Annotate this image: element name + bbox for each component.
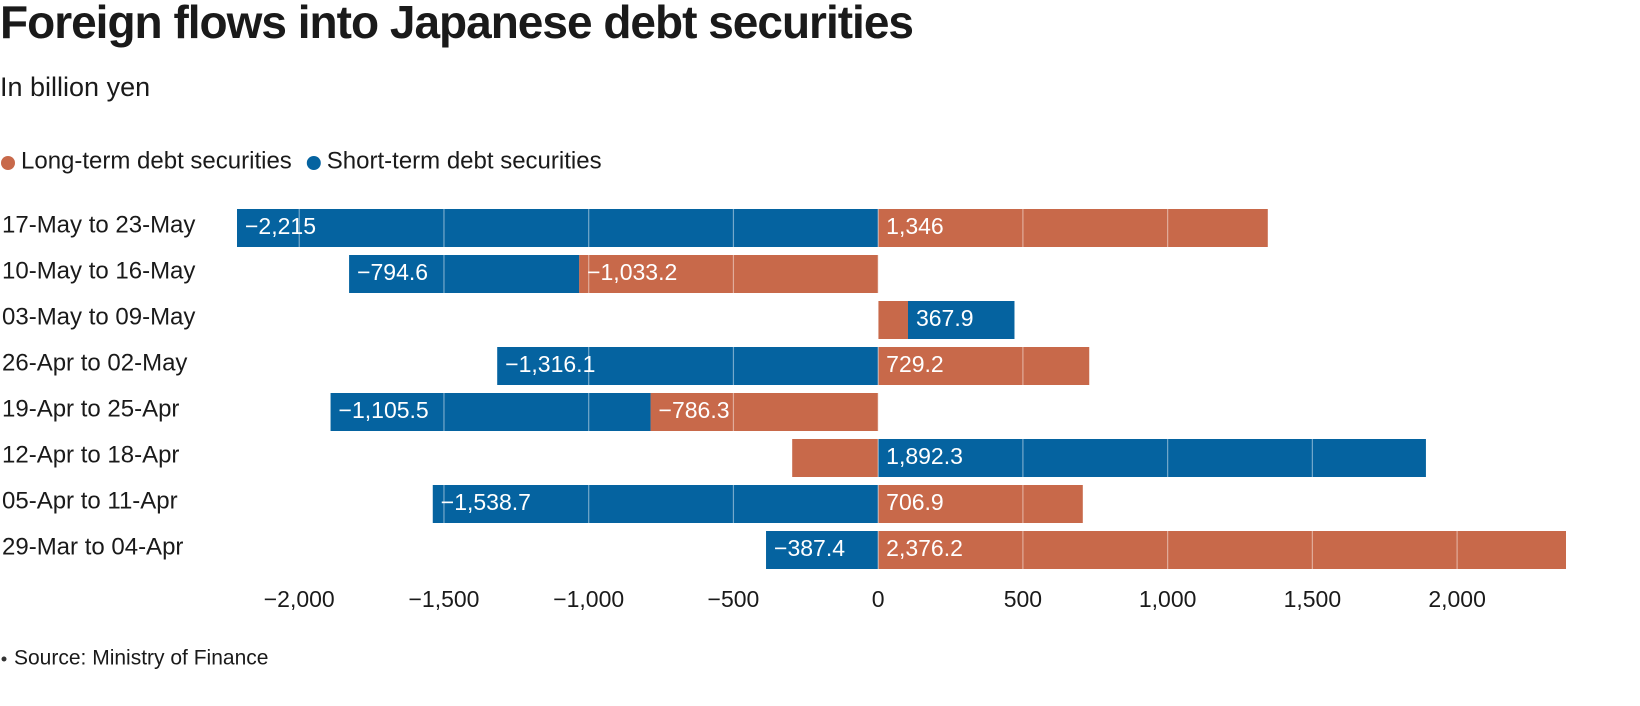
bar — [766, 531, 879, 569]
category-label: 19-Apr to 25-Apr — [2, 395, 179, 422]
bar — [878, 439, 1426, 477]
x-tick-label: 500 — [1004, 586, 1042, 612]
value-label: −1,033.2 — [587, 259, 677, 285]
bar — [792, 439, 879, 477]
category-label: 17-May to 23-May — [2, 211, 195, 238]
x-tick-label: −1,500 — [408, 586, 479, 612]
x-tick-label: 0 — [872, 586, 885, 612]
bar — [878, 347, 1090, 385]
category-label: 29-Mar to 04-Apr — [2, 533, 183, 560]
chart-title: Foreign flows into Japanese debt securit… — [0, 0, 913, 48]
bar — [878, 209, 1268, 247]
value-label: 1,346 — [886, 213, 944, 239]
x-tick-label: −2,000 — [264, 586, 335, 612]
value-label: −786.3 — [659, 397, 730, 423]
source-bullet — [1, 656, 7, 662]
legend-label: Short-term debt securities — [327, 147, 602, 174]
category-label: 03-May to 09-May — [2, 303, 195, 330]
bar — [237, 209, 879, 247]
chart-subtitle: In billion yen — [0, 72, 150, 102]
value-label: −1,538.7 — [441, 489, 531, 515]
bar — [432, 485, 879, 523]
value-label: 367.9 — [916, 305, 974, 331]
legend-label: Long-term debt securities — [21, 147, 292, 174]
value-label: −387.4 — [774, 535, 845, 561]
bar — [907, 301, 1015, 339]
value-label: 706.9 — [886, 489, 944, 515]
value-label: −794.6 — [357, 259, 428, 285]
legend-swatch — [306, 156, 321, 170]
category-label: 12-Apr to 18-Apr — [2, 441, 179, 468]
bar — [579, 255, 879, 293]
value-label: 2,376.2 — [886, 535, 963, 561]
category-label: 26-Apr to 02-May — [2, 349, 187, 376]
bar — [878, 301, 908, 339]
value-label: −2,215 — [245, 213, 316, 239]
x-tick-label: 1,000 — [1139, 586, 1197, 612]
category-label: 10-May to 16-May — [2, 257, 195, 284]
value-label: 1,892.3 — [886, 443, 963, 469]
value-label: 729.2 — [886, 351, 944, 377]
x-tick-label: 2,000 — [1428, 586, 1486, 612]
bar — [878, 531, 1566, 569]
value-label: −1,105.5 — [339, 397, 429, 423]
bar — [330, 393, 651, 431]
bar — [878, 485, 1083, 523]
legend-swatch — [1, 156, 15, 170]
source: Source: Ministry of Finance — [14, 647, 268, 670]
bar — [650, 393, 879, 431]
bar — [497, 347, 879, 385]
x-tick-label: −500 — [708, 586, 760, 612]
x-tick-label: 1,500 — [1284, 586, 1342, 612]
x-tick-label: −1,000 — [553, 586, 624, 612]
value-label: −1,316.1 — [505, 351, 595, 377]
bar — [349, 255, 580, 293]
category-label: 05-Apr to 11-Apr — [2, 487, 178, 514]
